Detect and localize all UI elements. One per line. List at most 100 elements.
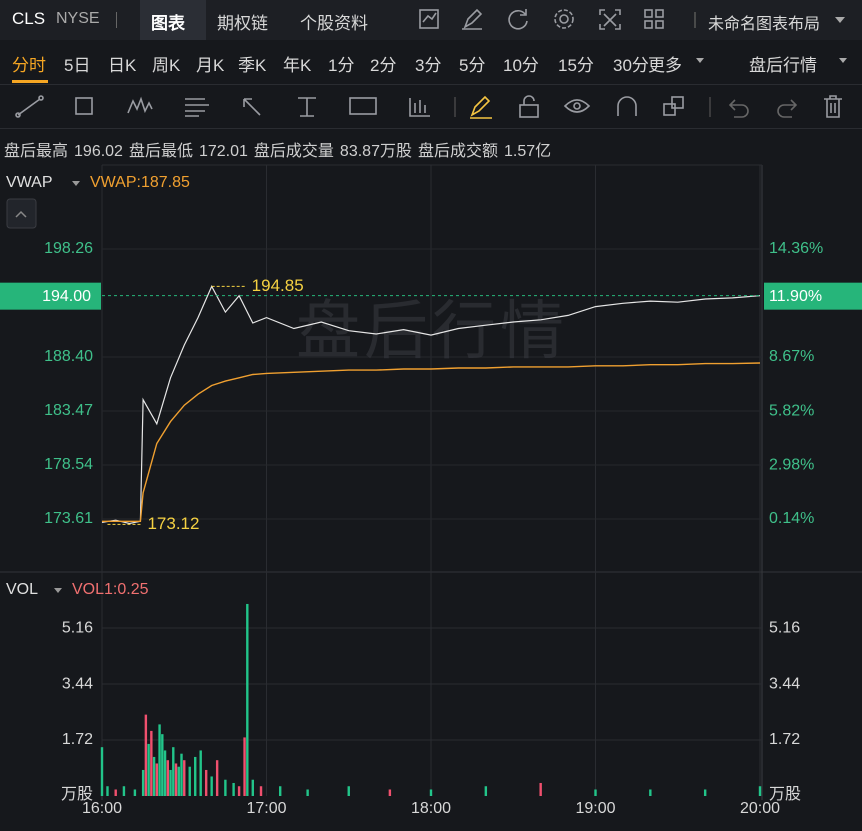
period-tab[interactable]: 周K xyxy=(152,56,181,75)
icon-chart[interactable] xyxy=(419,9,439,29)
volume-bar xyxy=(251,779,254,796)
period-tab[interactable]: 分时 xyxy=(12,56,46,75)
icon-layout[interactable] xyxy=(644,9,664,29)
icon-refresh[interactable] xyxy=(508,9,528,30)
x-tick-label: 18:00 xyxy=(411,800,451,817)
period-tab[interactable]: 更多 xyxy=(648,56,682,75)
volume-bar xyxy=(174,763,178,796)
volume-bar xyxy=(649,789,652,796)
tool-rect[interactable] xyxy=(75,97,93,115)
y-tick-label: 1.72 xyxy=(62,731,93,748)
period-tab[interactable]: 年K xyxy=(283,56,312,75)
y2-tick-label: 14.36% xyxy=(769,240,823,257)
volume-bar xyxy=(279,786,282,796)
volume-bar xyxy=(166,760,169,796)
info-value: 196.02 xyxy=(74,143,123,160)
period-tab[interactable]: 季K xyxy=(238,56,267,75)
y-tick-label: 3.44 xyxy=(62,675,93,692)
volume-bar xyxy=(180,753,183,796)
x-tick-label: 17:00 xyxy=(246,800,286,817)
period-tab[interactable]: 3分 xyxy=(415,56,442,75)
volume-bar xyxy=(347,786,350,796)
info-label: 盘后成交额 xyxy=(417,143,498,160)
active-underline xyxy=(12,80,48,83)
volume-bar xyxy=(163,750,167,796)
dropdown-arrow xyxy=(696,58,704,63)
volume-bar xyxy=(141,769,145,796)
y2-tick-label: 5.16 xyxy=(769,619,800,636)
after-hours-button[interactable]: 盘后行情 xyxy=(749,56,817,75)
tool-lock[interactable] xyxy=(519,95,539,118)
icon-fullscreen[interactable] xyxy=(599,9,621,30)
tool-measure[interactable] xyxy=(298,97,316,117)
exchange: NYSE xyxy=(56,10,100,27)
chevron-up xyxy=(15,210,27,218)
tool-delete[interactable] xyxy=(824,95,842,118)
period-tab[interactable]: 10分 xyxy=(503,56,539,75)
y-tick-label: 198.26 xyxy=(44,240,93,257)
last-price-label: 194.00 xyxy=(42,288,91,305)
tool-magnet[interactable] xyxy=(617,96,637,116)
last-pct-box xyxy=(764,282,862,310)
active-tab-bg xyxy=(140,0,206,40)
period-tab[interactable]: 5日 xyxy=(64,56,91,75)
icon-settings[interactable] xyxy=(554,9,574,29)
volume-bar xyxy=(388,789,392,796)
period-tab[interactable]: 2分 xyxy=(370,56,397,75)
period-tab[interactable]: 1分 xyxy=(328,56,355,75)
volume-bar xyxy=(152,756,156,796)
volume-bar xyxy=(306,789,309,796)
tool-text[interactable] xyxy=(349,97,377,115)
info-value: 1.57亿 xyxy=(503,143,552,160)
volume-bar xyxy=(161,734,164,796)
volume-bar xyxy=(172,747,175,796)
info-value: 172.01 xyxy=(198,143,248,160)
x-tick-label: 20:00 xyxy=(740,800,780,817)
toolbar-icons xyxy=(15,95,842,119)
tool-fib[interactable] xyxy=(185,98,209,117)
tool-line[interactable] xyxy=(15,95,44,118)
tool-bars[interactable] xyxy=(409,98,430,117)
tool-undo[interactable] xyxy=(728,99,749,118)
period-tab[interactable]: 5分 xyxy=(459,56,486,75)
y-tick-label: 173.61 xyxy=(44,510,93,527)
period-tab[interactable]: 30分 xyxy=(613,56,649,75)
info-label: 盘后最低 xyxy=(128,143,193,160)
x-tick-label: 16:00 xyxy=(82,800,122,817)
tool-layers[interactable] xyxy=(663,96,684,116)
volume-bar xyxy=(122,786,126,796)
icon-edit[interactable] xyxy=(462,8,483,30)
legend-entry: VOL1:0.25 xyxy=(72,581,149,598)
volume-bar xyxy=(224,779,227,796)
tool-redo[interactable] xyxy=(777,99,798,118)
info-value: 83.87万股 xyxy=(339,143,412,160)
price-line xyxy=(101,285,761,525)
volume-bar xyxy=(100,747,104,796)
volume-bar xyxy=(150,730,153,796)
symbol[interactable]: CLS xyxy=(12,9,46,28)
tab[interactable]: 个股资料 xyxy=(300,14,368,33)
volume-bar xyxy=(147,743,150,796)
volume-bar xyxy=(539,782,542,796)
volume-bar xyxy=(594,789,597,796)
tool-pattern[interactable] xyxy=(127,96,153,114)
volume-bar xyxy=(204,769,208,796)
tool-arrow[interactable] xyxy=(243,98,261,116)
tool-pen[interactable] xyxy=(470,95,492,119)
y2-tick-label: 5.82% xyxy=(769,402,814,419)
layout-name[interactable]: 未命名图表布局 xyxy=(708,16,821,33)
tab[interactable]: 图表 xyxy=(151,14,185,33)
unit-label: 万股 xyxy=(61,785,93,803)
volume-bar xyxy=(246,603,249,796)
header-icons xyxy=(419,8,696,30)
period-tab[interactable]: 15分 xyxy=(558,56,594,75)
unit-label: 万股 xyxy=(769,785,801,803)
volume-bar xyxy=(243,737,246,796)
tool-eye[interactable] xyxy=(563,99,591,113)
header: CLS NYSE 图表 期权链 个股资料 未命名图表布局 xyxy=(0,0,862,40)
dropdown-arrow xyxy=(839,58,847,63)
tab[interactable]: 期权链 xyxy=(217,14,268,33)
period-tab[interactable]: 日K xyxy=(108,56,137,75)
period-tab[interactable]: 月K xyxy=(196,56,225,75)
